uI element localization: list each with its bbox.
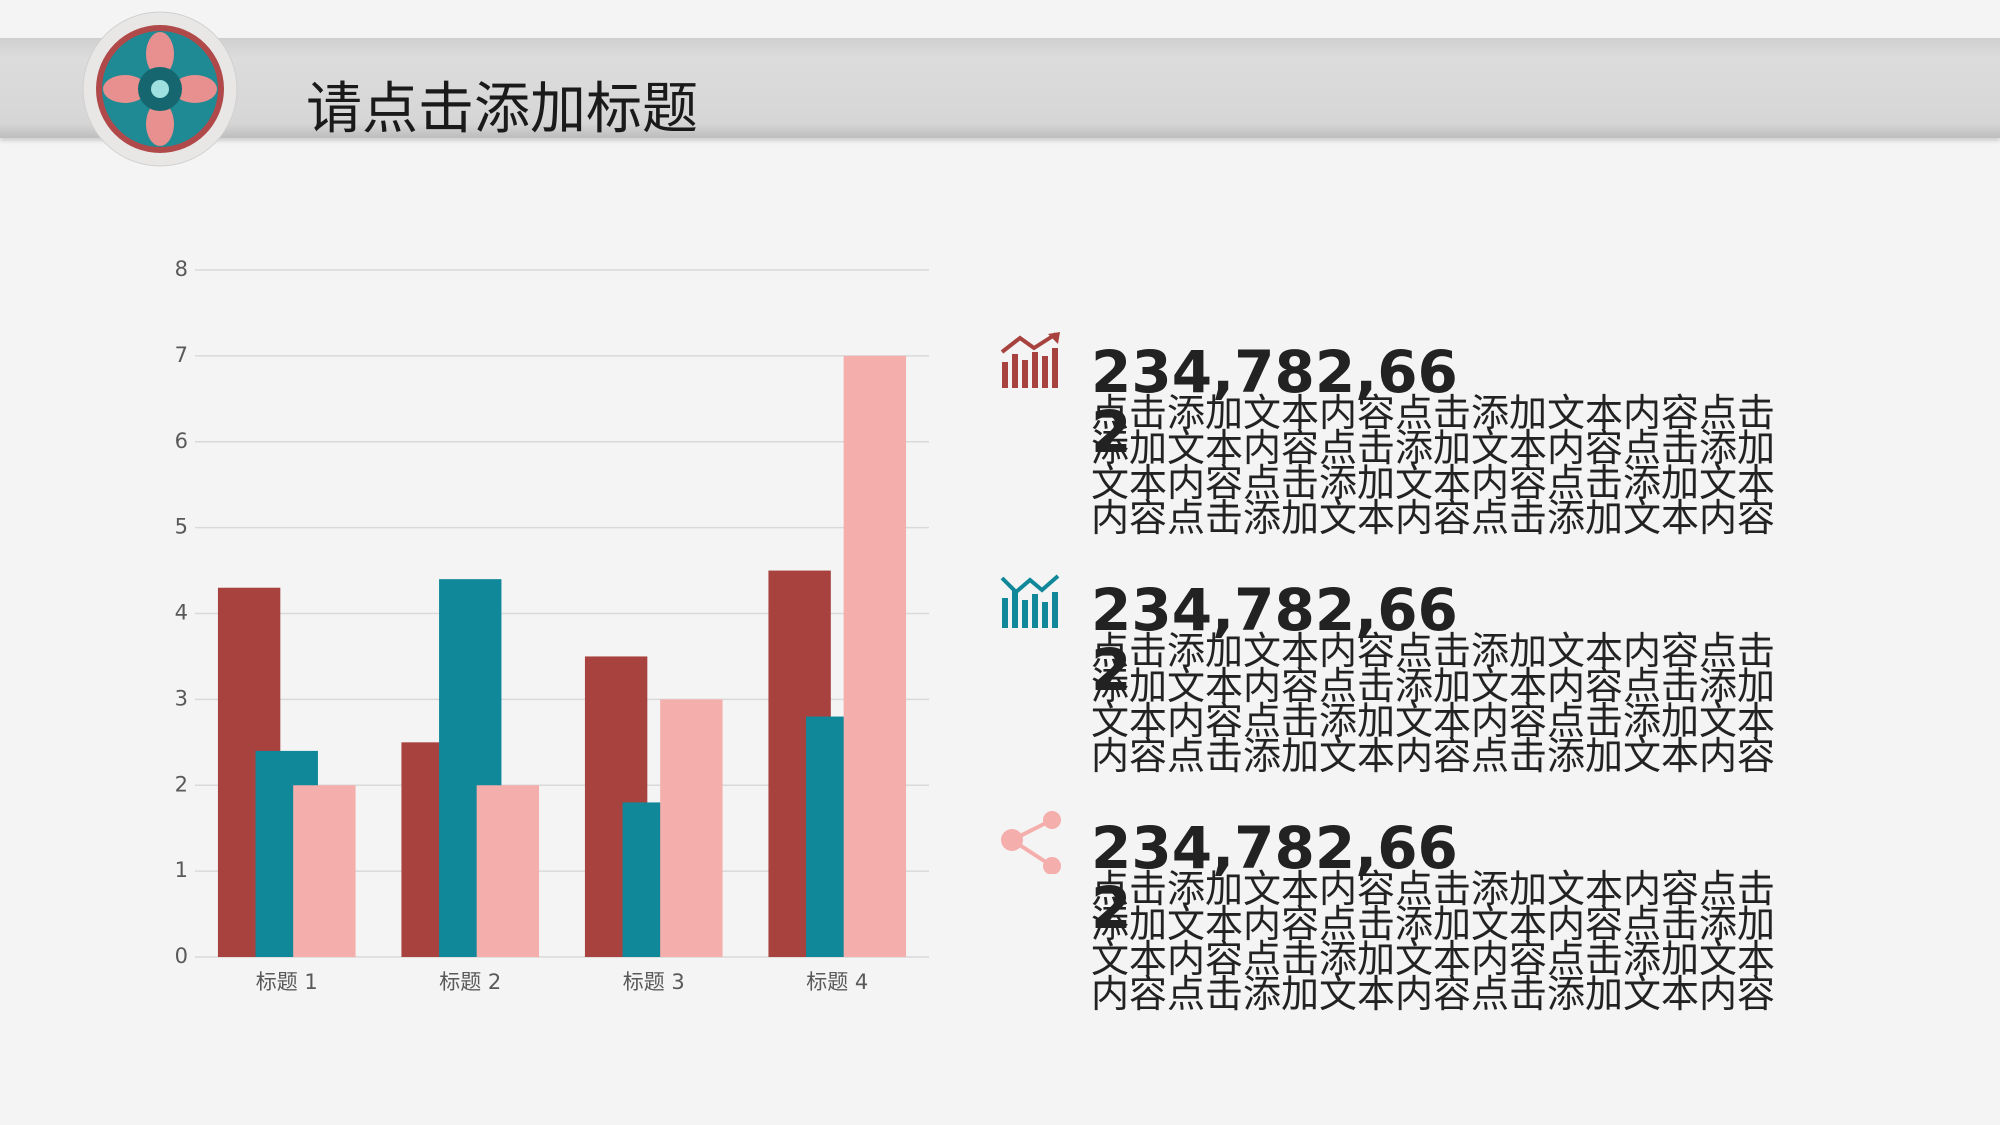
x-tick-label: 标题 1	[256, 970, 318, 994]
chart: 0 1 2 3 4 5 6 7 8 标题 1 标题 2 标题 3 标题 4	[175, 257, 929, 994]
logo	[82, 11, 238, 167]
y-tick-label: 3	[175, 686, 188, 710]
stat-text: 点击添加文本内容点击添加文本内容点击添加文本内容点击添加文本内容点击添加文本内容…	[1091, 629, 1776, 778]
stat-number: 234,782,662	[1091, 814, 1458, 942]
bar	[843, 355, 907, 957]
stat-number: 234,782,662	[1091, 576, 1458, 704]
stat-block: 234,782,662 点击添加文本内容点击添加文本内容点击添加文本内容点击添加…	[1091, 814, 1811, 1016]
x-tick-label: 标题 4	[806, 970, 868, 994]
page-title: 请点击添加标题	[306, 77, 698, 142]
bar	[476, 785, 540, 957]
y-tick-label: 0	[175, 944, 188, 968]
icon-growth	[1000, 332, 1060, 388]
x-tick-label: 标题 3	[623, 970, 685, 994]
y-tick-label: 7	[175, 343, 188, 367]
icon-share	[1001, 811, 1061, 874]
y-tick-label: 2	[175, 772, 188, 796]
y-tick-label: 5	[175, 515, 188, 539]
y-tick-label: 6	[175, 429, 188, 453]
stat-block: 234,782,662 点击添加文本内容点击添加文本内容点击添加文本内容点击添加…	[1091, 338, 1811, 540]
bar	[293, 785, 356, 957]
bar	[660, 699, 723, 957]
stat-block: 234,782,662 点击添加文本内容点击添加文本内容点击添加文本内容点击添加…	[1091, 576, 1811, 778]
stat-number: 234,782,662	[1091, 338, 1458, 466]
y-tick-label: 8	[175, 257, 188, 281]
x-tick-label: 标题 2	[439, 970, 501, 994]
icon-stats	[1000, 574, 1060, 628]
header-band	[0, 38, 2000, 138]
stat-text: 点击添加文本内容点击添加文本内容点击添加文本内容点击添加文本内容点击添加文本内容…	[1091, 391, 1776, 540]
y-tick-label: 1	[175, 858, 188, 882]
stat-text: 点击添加文本内容点击添加文本内容点击添加文本内容点击添加文本内容点击添加文本内容…	[1091, 867, 1776, 1016]
y-tick-label: 4	[175, 601, 188, 625]
